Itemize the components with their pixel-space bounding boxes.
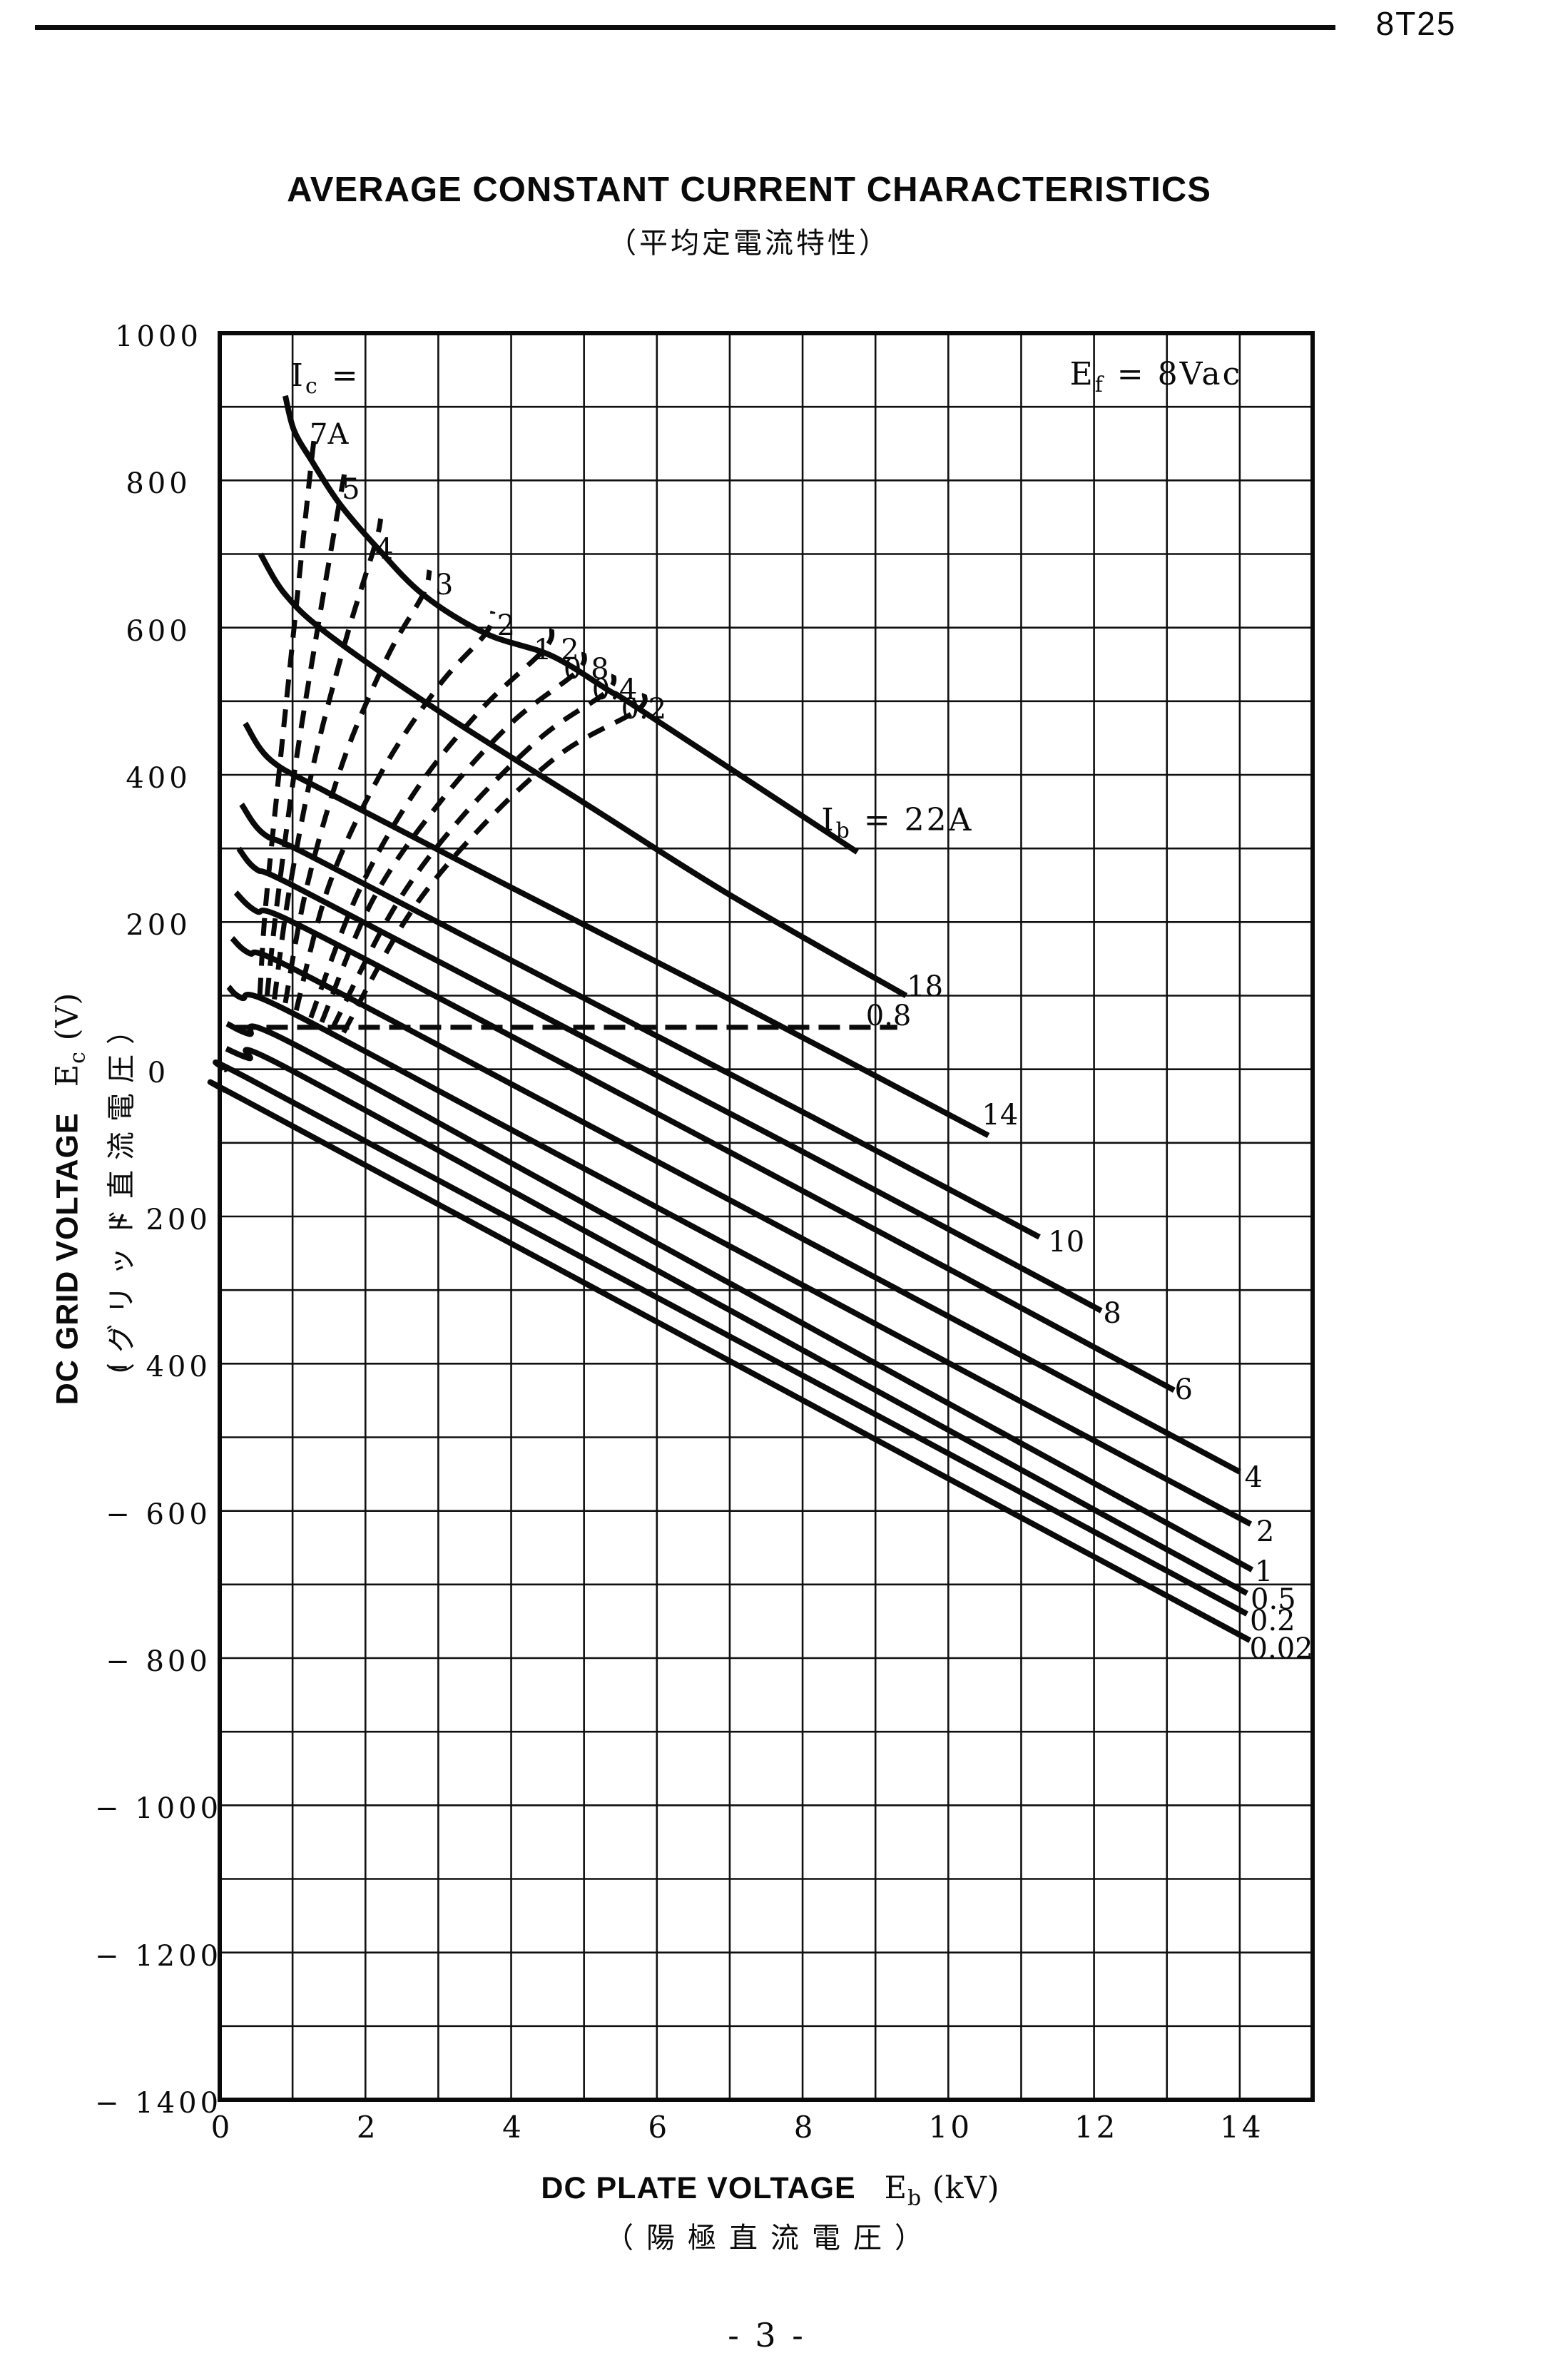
doc-number: 8T25 [1375, 5, 1457, 42]
ic-curve-label-4: 4 [375, 533, 394, 566]
y-tick-label--1200: − 1200 [94, 1939, 223, 1973]
y-axis-title-en: DC GRID VOLTAGEEc (V) [49, 992, 91, 1406]
ib-curve-8A [236, 846, 1103, 1313]
x-axis-title: DC PLATE VOLTAGE Eb (kV) [541, 2170, 1000, 2211]
ic-curve-label-0.8: 0.8 [563, 653, 609, 686]
ic-family-annotation: Ic = [290, 357, 360, 399]
ic-curve-label-1.2: 1.2 [534, 633, 579, 666]
ib-curve-label-0.5: 0.5 [1251, 1583, 1296, 1617]
ib-curve-2A [226, 985, 1253, 1527]
ib-curve-label-6: 6 [1174, 1373, 1193, 1407]
filament-condition-annotation: Ef = 8Vac [1069, 355, 1243, 397]
ic-curve-0.4A [330, 674, 617, 1030]
ic-curve-label-7: 7A [310, 418, 349, 452]
ib-constant-current-curves [207, 395, 1254, 1643]
ib-curve-0.2A [213, 1059, 1248, 1617]
ic-curve-7A [257, 430, 319, 996]
ib-curve-18A [258, 552, 908, 998]
ib-family-annotation: Ib = 22A [821, 802, 974, 843]
ic-symbol: I [290, 357, 305, 395]
page-subtitle-ja: （平均定電流特性） [608, 227, 890, 260]
ib-curve-label-0.2: 0.2 [1250, 1605, 1295, 1638]
ib-curve-4A [230, 936, 1241, 1475]
x-tick-label-10: 10 [928, 2110, 973, 2145]
x-tick-label-6: 6 [648, 2110, 671, 2145]
y-tick-label-800: 800 [126, 467, 191, 501]
y-tick-label--400: − 400 [106, 1351, 211, 1384]
y-tick-label--1000: − 1000 [94, 1792, 223, 1826]
y-axis-symbol: Ec (V) [49, 992, 91, 1087]
y-tick-label-200: 200 [126, 909, 191, 942]
ib-curve-22A [282, 395, 859, 855]
x-tick-label-12: 12 [1074, 2110, 1119, 2145]
ic-curve-2A [293, 610, 496, 1011]
x-axis-title-ja: （陽極直流電圧） [605, 2222, 936, 2255]
ic-curve-0.2A [341, 693, 648, 1034]
x-tick-label-4: 4 [502, 2110, 524, 2145]
x-axis-symbol: Eb (kV) [884, 2170, 1000, 2211]
y-tick-label--800: − 800 [106, 1645, 211, 1678]
y-tick-label-600: 600 [126, 614, 191, 648]
ib-curve-10A [239, 802, 1041, 1240]
x-tick-label-2: 2 [356, 2110, 379, 2145]
y-tick-label--1400: − 1400 [94, 2087, 223, 2120]
ib-curve-0.02A [207, 1079, 1252, 1643]
x-tick-label-14: 14 [1220, 2110, 1264, 2145]
y-tick-label--200: − 200 [106, 1204, 211, 1236]
ib-curve-label-8: 8 [1103, 1297, 1121, 1331]
y-tick-label--600: − 600 [106, 1498, 211, 1531]
ib-symbol: I [821, 802, 836, 839]
ic-curve-label-3: 3 [434, 568, 454, 601]
ic-curve-1.2A [308, 628, 555, 1019]
ib-curve-label-4: 4 [1244, 1461, 1263, 1495]
ic-curve-label-0.4: 0.4 [591, 674, 638, 707]
y-tick-label-1000: 1000 [115, 320, 202, 353]
ic-curve-4A [272, 518, 384, 1000]
y-tick-label-400: 400 [126, 762, 191, 795]
ib-curve-label-18: 18 [907, 970, 944, 1004]
ib-curve-label-1: 1 [1254, 1555, 1273, 1589]
ib-curve-label-2: 2 [1256, 1515, 1275, 1548]
ib-curve-14A [243, 721, 990, 1139]
y-axis-title-ja: （グリッド直流電圧） [105, 1006, 138, 1392]
ic-curve-label-2: 2 [497, 609, 516, 642]
ic-curve-0.8A [319, 651, 587, 1023]
page-number: - 3 - [728, 2316, 806, 2354]
y-tick-label-0: 0 [147, 1056, 170, 1089]
x-tick-label-0: 0 [210, 2110, 233, 2145]
page-title: AVERAGE CONSTANT CURRENT CHARACTERISTICS [287, 171, 1211, 209]
ic-constant-current-curves [235, 430, 897, 1034]
ib-curve-0.5A [225, 1046, 1249, 1596]
ic-curve-5A [264, 474, 347, 996]
ib-curve-1A [225, 1021, 1254, 1572]
x-tick-label-8: 8 [793, 2110, 816, 2145]
ic-curve-label-5: 5 [342, 472, 360, 506]
ib-curve-label-10: 10 [1048, 1226, 1085, 1259]
ic-curve-label-0.2: 0.2 [621, 693, 667, 726]
ib-curve-label-14: 14 [982, 1098, 1019, 1132]
ic-curve-label-0.8: 0.8 [865, 1000, 912, 1033]
ib-curve-6A [233, 890, 1176, 1393]
ib-curve-label-0.02: 0.02 [1249, 1632, 1313, 1665]
top-rule [35, 25, 1335, 30]
ef-symbol: E [1069, 355, 1095, 392]
plot-border [218, 331, 1315, 2102]
